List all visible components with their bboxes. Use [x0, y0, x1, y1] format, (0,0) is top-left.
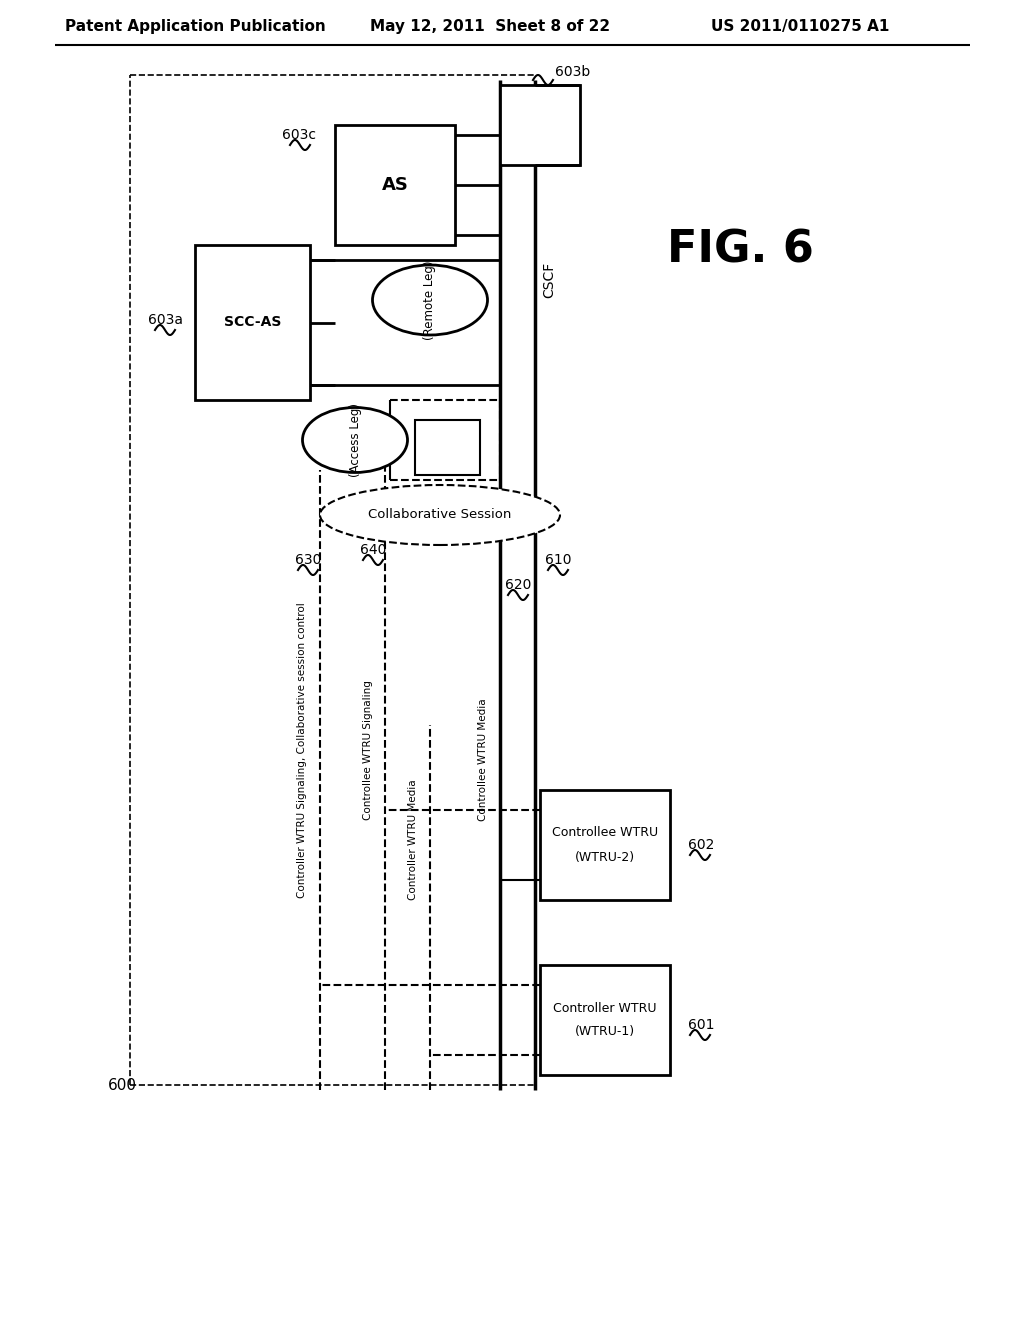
Text: 602: 602 — [688, 838, 715, 851]
Bar — [335, 125, 455, 246]
Text: 610: 610 — [545, 553, 571, 568]
Bar — [500, 84, 580, 165]
Text: US 2011/0110275 A1: US 2011/0110275 A1 — [711, 20, 889, 34]
Bar — [540, 789, 670, 900]
Text: Collaborative Session: Collaborative Session — [369, 508, 512, 521]
Text: May 12, 2011  Sheet 8 of 22: May 12, 2011 Sheet 8 of 22 — [370, 20, 610, 34]
Text: Controller WTRU Signaling, Collaborative session control: Controller WTRU Signaling, Collaborative… — [297, 602, 307, 898]
Bar — [540, 965, 670, 1074]
Text: 600: 600 — [108, 1077, 137, 1093]
Bar — [415, 420, 480, 475]
Text: CSCF: CSCF — [542, 261, 556, 298]
Text: FIG. 6: FIG. 6 — [667, 228, 813, 272]
Ellipse shape — [302, 408, 408, 473]
Text: (WTRU-1): (WTRU-1) — [574, 1026, 635, 1039]
Text: SCC-AS: SCC-AS — [224, 315, 282, 330]
Text: Controllee WTRU Media: Controllee WTRU Media — [478, 698, 488, 821]
Text: (Remote Leg): (Remote Leg) — [424, 260, 436, 339]
Text: AS: AS — [382, 176, 409, 194]
Text: 640: 640 — [360, 543, 386, 557]
Ellipse shape — [373, 265, 487, 335]
Text: Controller WTRU: Controller WTRU — [553, 1002, 656, 1015]
Text: (WTRU-2): (WTRU-2) — [574, 850, 635, 863]
Bar — [195, 246, 310, 400]
Text: 603a: 603a — [148, 313, 183, 327]
Text: Controllee WTRU Signaling: Controllee WTRU Signaling — [362, 680, 373, 820]
Text: 601: 601 — [688, 1018, 715, 1032]
Text: 630: 630 — [295, 553, 322, 568]
Text: 603c: 603c — [282, 128, 316, 143]
Text: Patent Application Publication: Patent Application Publication — [65, 20, 326, 34]
Text: 603b: 603b — [555, 65, 590, 79]
Text: Controllee WTRU: Controllee WTRU — [552, 826, 658, 840]
Text: Controller WTRU Media: Controller WTRU Media — [408, 780, 418, 900]
Text: 620: 620 — [505, 578, 531, 591]
Text: (Access Leg): (Access Leg) — [348, 403, 361, 477]
Ellipse shape — [319, 484, 560, 545]
